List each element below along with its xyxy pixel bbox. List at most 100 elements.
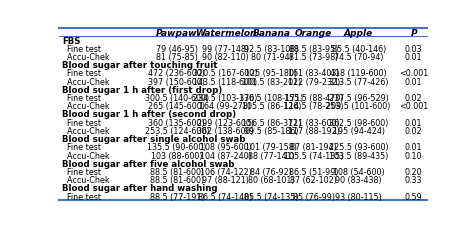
Text: 88.5 (83-95): 88.5 (83-95) <box>289 44 338 54</box>
Text: 101 (79-158): 101 (79-158) <box>246 143 297 152</box>
Text: Blood sugar 1 h after (first drop): Blood sugar 1 h after (first drop) <box>62 85 222 94</box>
Text: 81 (75-85): 81 (75-85) <box>156 53 198 62</box>
Text: 195 (94-424): 195 (94-424) <box>333 126 384 135</box>
Text: 362.5 (98-600): 362.5 (98-600) <box>329 118 388 127</box>
Text: 161 (83-403): 161 (83-403) <box>288 69 339 78</box>
Text: Fine test: Fine test <box>62 44 101 54</box>
Text: Blood sugar after five alcohol swab: Blood sugar after five alcohol swab <box>62 159 234 168</box>
Text: 88.5 (77-191): 88.5 (77-191) <box>150 192 204 201</box>
Text: 300.5 (140-600): 300.5 (140-600) <box>145 94 209 103</box>
Text: 92.5 (83-108): 92.5 (83-108) <box>244 44 299 54</box>
Text: 143.5 (118-600): 143.5 (118-600) <box>193 77 257 86</box>
Text: <0.001: <0.001 <box>399 102 428 111</box>
Text: Accu-Chek: Accu-Chek <box>62 53 109 62</box>
Text: Pawpaw: Pawpaw <box>156 28 198 37</box>
Text: 0.33: 0.33 <box>405 175 422 184</box>
Text: Watermelon: Watermelon <box>195 28 256 37</box>
Text: 237.5 (96-529): 237.5 (96-529) <box>328 94 389 103</box>
Text: Fine test: Fine test <box>62 94 101 103</box>
Text: 164 (99-278): 164 (99-278) <box>200 102 252 111</box>
Text: 88 (77-141): 88 (77-141) <box>248 151 295 160</box>
Text: 155.5 (88-470): 155.5 (88-470) <box>284 94 343 103</box>
Text: Accu-Chek: Accu-Chek <box>62 102 109 111</box>
Text: 93 (80-115): 93 (80-115) <box>335 192 382 201</box>
Text: 135.5 (90-600): 135.5 (90-600) <box>147 143 207 152</box>
Text: Accu-Chek: Accu-Chek <box>62 77 109 86</box>
Text: 299 (123-600): 299 (123-600) <box>197 118 254 127</box>
Text: Fine test: Fine test <box>62 192 101 201</box>
Text: 117 (88-192): 117 (88-192) <box>288 126 339 135</box>
Text: 121 (83-600): 121 (83-600) <box>288 118 339 127</box>
Text: 105.5 (74-135): 105.5 (74-135) <box>284 151 343 160</box>
Text: 313.5 (77-426): 313.5 (77-426) <box>329 77 388 86</box>
Text: Accu-Chek: Accu-Chek <box>62 175 109 184</box>
Text: 87 (81-194): 87 (81-194) <box>290 143 337 152</box>
Text: 265 (145-600): 265 (145-600) <box>148 102 205 111</box>
Text: Accu-Chek: Accu-Chek <box>62 126 109 135</box>
Text: 0.02: 0.02 <box>405 126 422 135</box>
Text: 0.01: 0.01 <box>405 143 422 152</box>
Text: Blood sugar after touching fruit: Blood sugar after touching fruit <box>62 61 217 70</box>
Text: Fine test: Fine test <box>62 118 101 127</box>
Text: 99 (77-148): 99 (77-148) <box>202 44 249 54</box>
Text: 90 (82-110): 90 (82-110) <box>202 53 249 62</box>
Text: 0.10: 0.10 <box>405 151 422 160</box>
Text: 209.5 (101-600): 209.5 (101-600) <box>327 102 391 111</box>
Text: 130.5 (108-171): 130.5 (108-171) <box>239 94 303 103</box>
Text: 105.5 (86-126): 105.5 (86-126) <box>242 102 301 111</box>
Text: 156.5 (86-371): 156.5 (86-371) <box>242 118 301 127</box>
Text: 320.5 (167-600): 320.5 (167-600) <box>193 69 258 78</box>
Text: 103.5 (89-435): 103.5 (89-435) <box>329 151 388 160</box>
Text: Banana: Banana <box>252 28 291 37</box>
Text: 104 (87-240): 104 (87-240) <box>200 151 251 160</box>
Text: 88.5 (81-600): 88.5 (81-600) <box>150 175 204 184</box>
Text: 84 (76-92): 84 (76-92) <box>250 167 292 176</box>
Text: Fine test: Fine test <box>62 167 101 176</box>
Text: 122 (79-232): 122 (79-232) <box>288 77 340 86</box>
Text: Orange: Orange <box>295 28 332 37</box>
Text: Blood sugar after hand washing: Blood sugar after hand washing <box>62 184 217 192</box>
Text: FBS: FBS <box>62 36 80 45</box>
Text: 108 (54-600): 108 (54-600) <box>333 167 384 176</box>
Text: 85.5 (40-146): 85.5 (40-146) <box>331 44 386 54</box>
Text: Blood sugar after single alcohol swab: Blood sugar after single alcohol swab <box>62 134 246 143</box>
Text: 97 (88-121): 97 (88-121) <box>202 175 249 184</box>
Text: 360 (135-600): 360 (135-600) <box>148 118 205 127</box>
Text: <0.001: <0.001 <box>399 69 428 78</box>
Text: 86.5 (74-140): 86.5 (74-140) <box>198 192 253 201</box>
Text: 106 (74-122): 106 (74-122) <box>200 167 251 176</box>
Text: 362 (138-600): 362 (138-600) <box>197 126 254 135</box>
Text: 80 (71-94): 80 (71-94) <box>251 53 292 62</box>
Text: 90 (83-438): 90 (83-438) <box>335 175 382 184</box>
Text: 81.5 (73-98): 81.5 (73-98) <box>289 53 338 62</box>
Text: 418 (119-600): 418 (119-600) <box>330 69 387 78</box>
Text: 0.02: 0.02 <box>405 94 422 103</box>
Text: 0.59: 0.59 <box>405 192 423 201</box>
Text: 74.5 (70-94): 74.5 (70-94) <box>334 53 383 62</box>
Text: P: P <box>410 28 417 37</box>
Text: 85.5 (74-135): 85.5 (74-135) <box>244 192 299 201</box>
Text: 125 (95-180): 125 (95-180) <box>246 69 297 78</box>
Text: 0.01: 0.01 <box>405 118 422 127</box>
Text: Fine test: Fine test <box>62 143 101 152</box>
Text: 88.5 (81-600): 88.5 (81-600) <box>150 167 204 176</box>
Text: 103 (88-600): 103 (88-600) <box>151 151 202 160</box>
Text: 397 (150-600): 397 (150-600) <box>148 77 205 86</box>
Text: 85 (76-99): 85 (76-99) <box>292 192 335 201</box>
Text: 472 (236-600): 472 (236-600) <box>148 69 205 78</box>
Text: 225.5 (93-600): 225.5 (93-600) <box>329 143 389 152</box>
Text: 80 (68-101): 80 (68-101) <box>248 175 295 184</box>
Text: 114.5 (78-253): 114.5 (78-253) <box>284 102 343 111</box>
Text: Blood sugar 1 h after (second drop): Blood sugar 1 h after (second drop) <box>62 110 236 119</box>
Text: 234.5 (103-376): 234.5 (103-376) <box>193 94 258 103</box>
Text: 108 (95-600): 108 (95-600) <box>200 143 251 152</box>
Text: 0.01: 0.01 <box>405 77 422 86</box>
Text: Accu-Chek: Accu-Chek <box>62 151 109 160</box>
Text: 87 (62-102): 87 (62-102) <box>290 175 337 184</box>
Text: Apple: Apple <box>344 28 373 37</box>
Text: 101.5 (83-201): 101.5 (83-201) <box>242 77 301 86</box>
Text: 79 (46-95): 79 (46-95) <box>156 44 198 54</box>
Text: Fine test: Fine test <box>62 69 101 78</box>
Text: 99.5 (85-186): 99.5 (85-186) <box>244 126 299 135</box>
Text: 86.5 (51-99): 86.5 (51-99) <box>289 167 338 176</box>
